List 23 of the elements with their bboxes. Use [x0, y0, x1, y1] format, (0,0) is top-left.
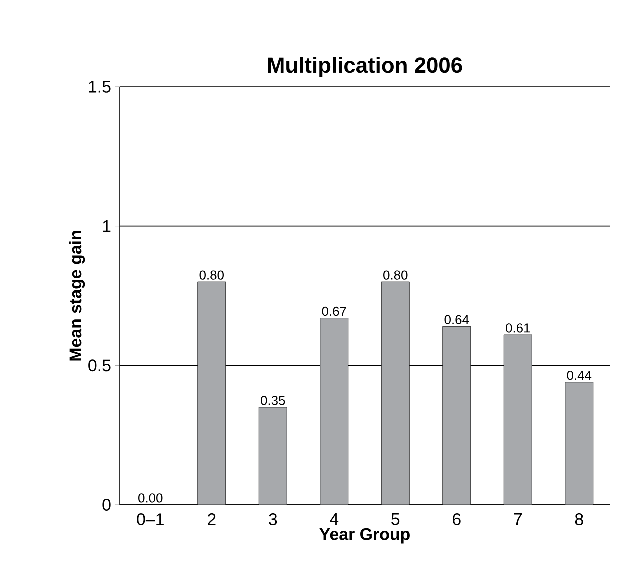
chart-title: Multiplication 2006 — [268, 57, 462, 78]
x-tick-label: 6 — [453, 514, 461, 526]
data-label: 0.64 — [444, 315, 470, 324]
data-label: 0.00 — [138, 494, 163, 503]
x-tick-label: 8 — [575, 514, 584, 526]
y-tick-label: 0 — [102, 499, 111, 511]
data-label: 0.44 — [567, 371, 592, 380]
data-label: 0.35 — [261, 396, 286, 406]
y-axis-title: Mean stage gain — [69, 231, 86, 361]
data-label: 0.80 — [384, 270, 408, 280]
data-label: 0.67 — [322, 306, 346, 316]
x-tick-label: 5 — [392, 514, 400, 526]
y-tick-label: 1.5 — [89, 81, 111, 93]
x-tick-label: 2 — [208, 514, 216, 526]
x-tick-label: 0–1 — [137, 514, 164, 526]
x-axis-title: Year Group — [320, 528, 410, 544]
data-label: 0.61 — [506, 324, 530, 333]
x-tick-label: 7 — [514, 514, 522, 526]
x-tick-label: 4 — [330, 514, 339, 526]
data-label: 0.80 — [200, 270, 224, 280]
y-tick-label: 0.5 — [88, 360, 111, 372]
x-tick-label: 3 — [269, 514, 278, 526]
y-tick-label: 1 — [103, 220, 111, 232]
